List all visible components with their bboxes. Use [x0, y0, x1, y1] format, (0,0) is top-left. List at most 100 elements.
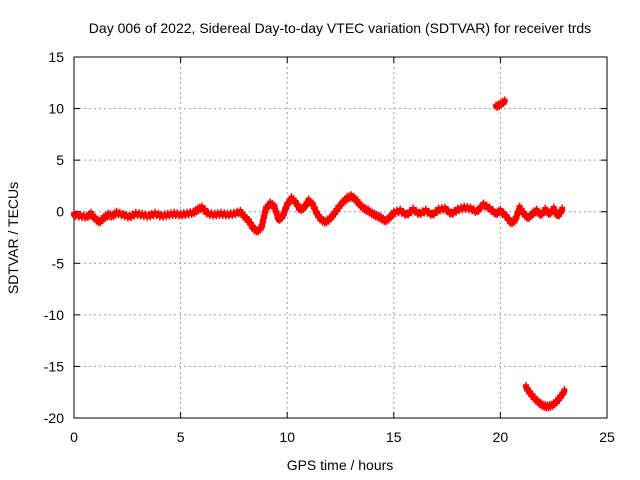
data-point	[390, 207, 397, 214]
x-tick-label: 15	[386, 429, 402, 445]
data-point	[556, 213, 563, 220]
data-point	[397, 205, 404, 212]
y-tick-label: 10	[48, 101, 64, 117]
data-point	[497, 205, 504, 212]
data-point	[311, 204, 318, 211]
data-point	[478, 205, 485, 212]
data-point	[425, 207, 432, 214]
data-point	[430, 212, 437, 219]
data-point	[486, 203, 493, 210]
data-point	[472, 209, 479, 216]
data-point	[405, 212, 412, 219]
data-point	[229, 213, 236, 220]
data-point	[489, 206, 496, 213]
data-point	[120, 209, 127, 216]
data-point	[469, 208, 476, 215]
data-point	[271, 201, 278, 208]
data-point	[294, 201, 301, 208]
data-point	[441, 203, 448, 210]
data-point	[152, 208, 159, 215]
data-point	[198, 202, 205, 209]
data-point	[153, 213, 160, 220]
data-point	[126, 211, 133, 218]
data-point	[525, 385, 532, 392]
data-point	[518, 205, 525, 212]
data-point	[230, 208, 237, 215]
data-point	[417, 212, 424, 219]
data-point	[279, 210, 286, 217]
chart-title: Day 006 of 2022, Sidereal Day-to-day VTE…	[89, 20, 591, 36]
data-point	[261, 214, 268, 221]
y-tick-label: -5	[52, 255, 65, 271]
data-point	[454, 204, 461, 211]
y-tick-label: -15	[44, 358, 64, 374]
data-point	[155, 209, 162, 216]
data-point	[393, 206, 400, 213]
data-point	[558, 394, 565, 401]
data-point	[409, 204, 416, 211]
data-point	[456, 208, 463, 215]
data-point	[550, 203, 557, 210]
plot-frame	[73, 56, 608, 419]
data-point	[400, 207, 407, 214]
data-point	[445, 206, 452, 213]
data-point	[113, 207, 120, 214]
data-point	[148, 209, 155, 216]
data-point	[512, 214, 519, 221]
data-point	[314, 208, 321, 215]
data-point	[129, 210, 136, 217]
axis-ticks: 0 5 10 15 20 25 -20 -15 -10 -5 0 5 10 15	[44, 49, 615, 445]
data-point	[419, 207, 426, 214]
data-point	[270, 204, 277, 211]
data-point	[278, 215, 285, 222]
data-point	[505, 214, 512, 221]
data-point	[449, 211, 456, 218]
data-point	[416, 208, 423, 215]
data-point	[121, 214, 128, 221]
y-axis-label: SDTVAR / TECUs	[5, 182, 21, 294]
data-point	[457, 203, 464, 210]
x-tick-label: 10	[279, 429, 295, 445]
data-point	[257, 227, 264, 234]
data-point	[302, 204, 309, 211]
data-point	[480, 199, 487, 206]
data-point	[516, 202, 523, 209]
data-point	[247, 219, 254, 226]
data-point	[115, 212, 122, 219]
data-point	[116, 208, 123, 215]
data-point	[309, 199, 316, 206]
data-point	[245, 215, 252, 222]
data-point	[147, 214, 154, 221]
data-point	[465, 207, 472, 214]
data-point	[467, 203, 474, 210]
y-tick-label: 5	[56, 152, 64, 168]
data-point	[262, 209, 269, 216]
data-point	[234, 207, 241, 214]
x-tick-label: 25	[599, 429, 615, 445]
data-point	[422, 205, 429, 212]
data-point	[511, 219, 518, 226]
y-tick-label: -10	[44, 307, 64, 323]
data-point	[513, 215, 520, 222]
x-tick-label: 0	[70, 429, 78, 445]
data-point	[453, 209, 460, 216]
data-point	[483, 201, 490, 208]
data-point	[260, 219, 267, 226]
data-point	[285, 201, 292, 208]
x-tick-label: 20	[493, 429, 509, 445]
data-point	[128, 215, 135, 222]
data-point	[316, 211, 323, 218]
data-point	[561, 386, 568, 393]
data-point	[283, 206, 290, 213]
data-point	[282, 205, 289, 212]
data-points	[71, 96, 568, 412]
data-point	[433, 209, 440, 216]
y-tick-label: 0	[56, 204, 64, 220]
y-tick-label: -20	[44, 410, 64, 426]
data-point	[202, 205, 209, 212]
data-point	[332, 211, 339, 218]
data-point	[273, 208, 280, 215]
data-point	[292, 197, 299, 204]
x-tick-label: 5	[177, 429, 185, 445]
